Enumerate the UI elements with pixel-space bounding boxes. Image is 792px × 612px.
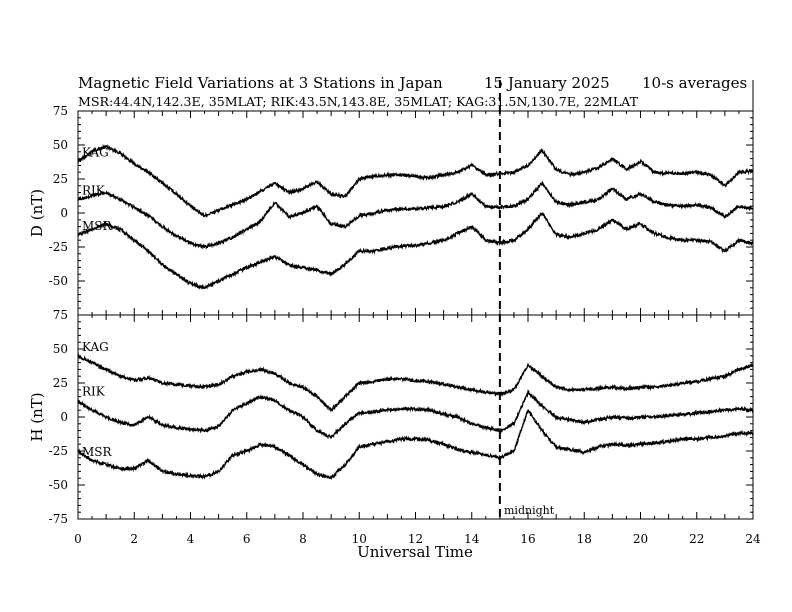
x-tick-label: 10 — [352, 532, 367, 546]
series-line-rik — [77, 389, 754, 440]
y-tick-label: 25 — [53, 172, 68, 186]
x-axis-label: Universal Time — [357, 543, 473, 561]
y-tick-label: 0 — [60, 206, 68, 220]
station-label: KAG — [82, 340, 109, 354]
x-tick-label: 8 — [299, 532, 307, 546]
y-tick-label: -25 — [49, 444, 68, 458]
x-tick-label: 24 — [745, 532, 761, 546]
series-line-msr — [77, 409, 754, 481]
chart-averaging: 10-s averages — [642, 74, 747, 92]
y-tick-label: -75 — [49, 512, 68, 526]
x-tick-label: 12 — [408, 532, 423, 546]
chart-date: 15 January 2025 — [484, 74, 610, 92]
x-tick-label: 0 — [74, 532, 82, 546]
y-tick-label: 75 — [53, 104, 68, 118]
y-tick-label: 75 — [53, 308, 68, 322]
station-label: RIK — [82, 183, 106, 197]
station-label: MSR — [82, 219, 113, 233]
y-tick-label: 0 — [60, 410, 68, 424]
x-tick-label: 4 — [187, 532, 195, 546]
x-tick-label: 22 — [689, 532, 704, 546]
panel-frame — [77, 110, 754, 316]
y-tick-label: -25 — [49, 240, 68, 254]
y-axis-label-d: D (nT) — [28, 189, 46, 237]
y-tick-label: -50 — [49, 274, 68, 288]
x-tick-label: 14 — [464, 532, 480, 546]
y-axis-label-h: H (nT) — [28, 392, 46, 441]
series-line-rik — [77, 180, 754, 250]
x-tick-label: 2 — [130, 532, 138, 546]
series-line-kag — [77, 353, 754, 413]
chart-subtitle: MSR:44.4N,142.3E, 35MLAT; RIK:43.5N,143.… — [78, 95, 638, 109]
y-tick-label: -50 — [49, 478, 68, 492]
station-label: KAG — [82, 145, 109, 159]
x-tick-label: 18 — [577, 532, 592, 546]
chart-title: Magnetic Field Variations at 3 Stations … — [78, 74, 443, 92]
y-tick-label: 50 — [53, 342, 68, 356]
x-tick-label: 16 — [520, 532, 535, 546]
series-line-msr — [77, 211, 754, 290]
midnight-label: midnight — [504, 504, 555, 517]
station-label: MSR — [82, 445, 113, 459]
x-tick-label: 20 — [633, 532, 648, 546]
x-tick-label: 6 — [243, 532, 251, 546]
y-tick-label: 50 — [53, 138, 68, 152]
station-label: RIK — [82, 385, 106, 399]
y-tick-label: 25 — [53, 376, 68, 390]
chart-panels: 75 50 25 0 -25 -50 KAG RIK MSR 75 50 25 0 -25 -50 -75 KA… — [49, 80, 761, 546]
series-line-kag — [77, 143, 754, 218]
